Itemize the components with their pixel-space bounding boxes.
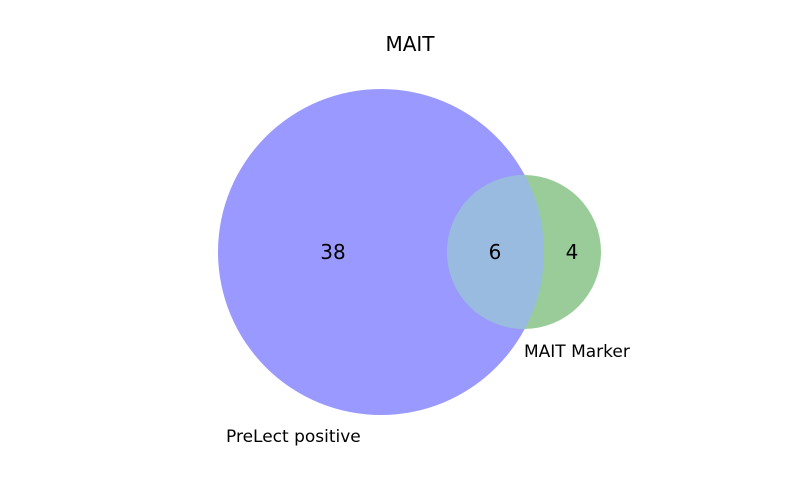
set-circle-prelect-positive	[218, 89, 544, 415]
set-label-mait-marker: MAIT Marker	[524, 342, 630, 362]
count-intersection: 6	[489, 240, 502, 264]
count-prelect-only: 38	[320, 240, 345, 264]
count-mait-marker-only: 4	[566, 240, 579, 264]
set-label-prelect-positive: PreLect positive	[226, 427, 361, 447]
diagram-title: MAIT	[385, 32, 435, 56]
set-intersection-region	[447, 175, 544, 329]
